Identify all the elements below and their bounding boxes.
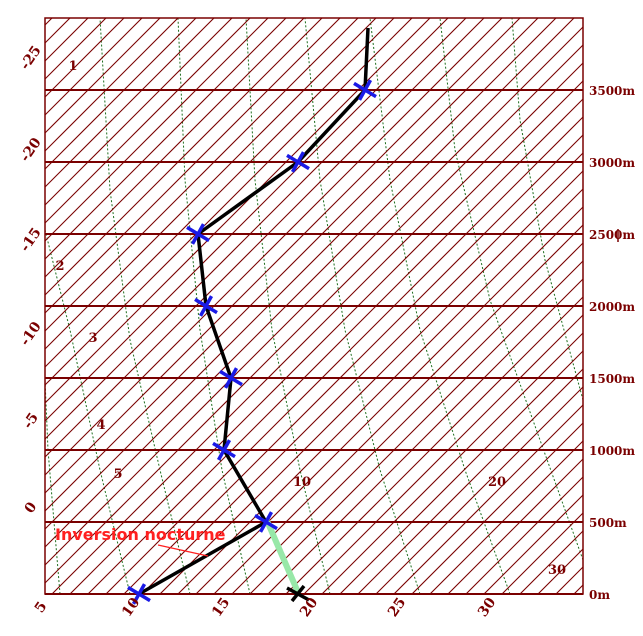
isotherm-line [375,386,583,594]
mixing-ratio-label-1: 20 [488,475,506,490]
adiabat-label-4: 4 [96,418,105,433]
isotherm-line [45,18,179,152]
mixing-ratio-label-2: 30 [548,563,566,578]
sounding-marker [186,223,210,245]
height-label-7: 3500m [589,84,635,98]
marker-stroke-b [357,79,373,101]
surface-marker-stroke-b [290,584,306,603]
isotherm-line [447,458,583,594]
isotherm-line [45,18,287,260]
left-label-1: -5 [20,410,42,432]
marker-stroke-b [190,223,206,245]
isotherm-line [393,404,583,594]
surface-marker [286,584,310,603]
isotherm-line [321,332,583,594]
isotherm-line [45,18,323,296]
height-label-1: 500m [589,516,627,530]
guide-curve-8 [511,18,583,401]
adiabat-label-2: 2 [55,259,64,274]
plot-frame [44,17,584,595]
height-label-2: 1000m [589,444,635,458]
isotherm-line [45,18,161,134]
temp-label-10: 10 [119,595,143,620]
isotherm-line [357,368,583,594]
annotation-label: Inversion nocturne [55,525,226,544]
sounding-marker [212,439,236,461]
isotherm-line [483,494,583,594]
isotherm-line [45,18,269,242]
left-label-2: -10 [17,319,45,349]
isotherm-line [45,18,251,224]
marker-stroke-b [131,583,147,605]
left-label-0: 0 [22,499,41,516]
axis-labels: 5 10 15 20 25 300-5-10-15-20-250m500m1000m150… [17,43,635,620]
isotherm-line [0,18,16,594]
left-label-4: -20 [17,135,45,165]
sounding-marker [194,295,218,317]
guide-curve-4 [245,18,331,594]
isotherm-line [45,18,233,206]
marker-stroke-b [258,511,274,533]
height-label-6: 3000m [589,156,635,170]
isotherm-line [45,18,305,278]
adiabat-label-3: 3 [88,331,97,346]
isotherm-line [45,18,215,188]
height-label-5: 2500m [589,228,635,242]
mixing-ratio-label-0: 10 [293,475,311,490]
isotherm-line [339,350,583,594]
marker-stroke-b [290,151,306,173]
sounding-marker [286,151,310,173]
isotherm-line [465,476,583,594]
sounding-marker [127,583,151,605]
left-label-5: -25 [17,43,45,73]
sounding-profile [127,27,377,605]
marker-stroke-b [223,367,239,389]
temp-label-25: 25 [385,595,409,620]
isotherm-line [429,440,583,594]
guide-curve-3 [177,18,251,594]
sounding-marker [219,367,243,389]
isotherm-line [303,314,583,594]
marker-stroke-b [198,295,214,317]
height-label-4: 2000m [589,300,635,314]
isotherm-line [45,18,197,170]
temp-label-5: 5 [32,599,51,616]
temp-label-30: 30 [475,595,499,620]
marker-stroke-b [216,439,232,461]
sounding-marker [353,79,377,101]
adiabat-label-1: 1 [68,59,77,74]
adiabat-label-5: 5 [113,467,122,482]
isotherm-line [411,422,583,594]
height-label-0: 0m [589,588,610,602]
height-label-3: 1500m [589,372,635,386]
annotation-pointer [157,544,209,557]
temp-label-20: 20 [297,595,321,620]
left-label-3: -15 [17,225,45,255]
guide-curve-5 [304,18,421,594]
sounding-marker [254,511,278,533]
inversion-segment [265,520,300,593]
temp-label-15: 15 [209,595,233,620]
isotherm-line [45,18,143,116]
